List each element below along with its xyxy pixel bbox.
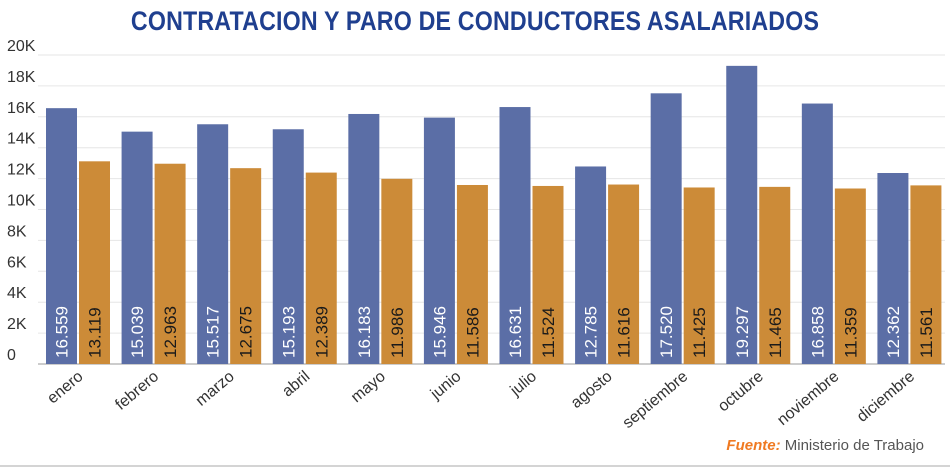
y-tick-label: 2K xyxy=(7,316,27,333)
bar-contratacion-diciembre xyxy=(877,173,909,364)
bar-contratacion-septiembre xyxy=(650,93,682,364)
x-tick-label: noviembre xyxy=(774,368,842,429)
bar-contratacion-abril xyxy=(272,129,304,364)
bar-paro-noviembre xyxy=(834,188,866,364)
bar-paro-marzo xyxy=(230,168,262,364)
x-tick-label: abril xyxy=(279,368,313,400)
bar-contratacion-mayo xyxy=(348,113,380,364)
y-axis-ticks: 0 2K 4K 6K 8K 10K 12K 14K 16K 18K 20K xyxy=(7,38,36,364)
x-tick-label: agosto xyxy=(568,368,616,412)
y-tick-label: 6K xyxy=(7,254,27,271)
bar-contratacion-agosto xyxy=(575,166,607,364)
data-label: 11.586 xyxy=(463,307,482,358)
data-label: 11.425 xyxy=(690,307,709,358)
y-tick-label: 20K xyxy=(7,38,36,55)
x-tick-label: enero xyxy=(44,368,86,407)
x-tick-label: junio xyxy=(427,368,465,403)
data-label: 16.858 xyxy=(808,306,827,358)
data-label: 16.559 xyxy=(53,306,72,358)
bar-paro-enero xyxy=(79,161,110,364)
bar-paro-septiembre xyxy=(683,187,715,364)
y-tick-label: 12K xyxy=(7,162,36,179)
x-tick-label: febrero xyxy=(112,368,162,414)
data-label: 19.297 xyxy=(733,306,752,358)
data-label: 12.785 xyxy=(582,306,601,358)
bar-paro-junio xyxy=(456,184,488,364)
source-label: Fuente: xyxy=(726,437,781,454)
y-tick-label: 8K xyxy=(7,223,27,240)
data-label: 11.524 xyxy=(539,307,558,358)
bar-contratacion-octubre xyxy=(726,65,758,364)
data-label: 11.465 xyxy=(766,307,785,358)
bar-contratacion-febrero xyxy=(121,131,153,364)
x-axis-ticks: enero febrero marzo abril mayo junio julio agos… xyxy=(44,368,918,432)
bottom-divider xyxy=(0,465,950,467)
bar-paro-abril xyxy=(305,172,337,364)
grid-lines xyxy=(38,54,945,365)
data-label: 12.362 xyxy=(884,306,903,358)
bar-contratacion-enero xyxy=(46,108,77,364)
bar-paro-octubre xyxy=(759,186,791,364)
x-tick-label: diciembre xyxy=(854,368,918,426)
bars xyxy=(46,65,942,365)
bar-paro-julio xyxy=(532,185,564,364)
x-tick-label: septiembre xyxy=(620,368,692,432)
bar-paro-mayo xyxy=(381,178,413,364)
source-text: Ministerio de Trabajo xyxy=(784,437,924,454)
data-label: 11.359 xyxy=(841,307,860,358)
data-label: 11.616 xyxy=(615,307,634,358)
data-label: 12.675 xyxy=(237,306,256,358)
x-tick-label: julio xyxy=(507,368,541,400)
x-tick-label: marzo xyxy=(193,368,238,410)
bar-contratacion-noviembre xyxy=(801,103,833,365)
data-label: 15.946 xyxy=(430,306,449,358)
data-labels: 16.559 13.119 15.039 12.963 15.517 12.675 15.1… xyxy=(53,306,936,358)
y-tick-label: 0 xyxy=(7,347,16,364)
bar-paro-agosto xyxy=(608,184,640,364)
data-label: 15.039 xyxy=(128,306,147,358)
data-label: 15.193 xyxy=(279,306,298,358)
y-tick-label: 4K xyxy=(7,285,27,302)
x-tick-label: octubre xyxy=(715,368,767,415)
data-label: 15.517 xyxy=(204,306,223,358)
chart-title: CONTRATACION Y PARO DE CONDUCTORES ASALA… xyxy=(130,6,820,36)
bar-contratacion-julio xyxy=(499,107,531,364)
y-tick-label: 16K xyxy=(7,100,36,117)
source-note: Fuente: Ministerio de Trabajo xyxy=(726,437,924,454)
y-tick-label: 10K xyxy=(7,193,36,210)
data-label: 13.119 xyxy=(86,307,105,358)
data-label: 12.963 xyxy=(161,306,180,358)
bar-contratacion-junio xyxy=(423,117,455,364)
data-label: 17.520 xyxy=(657,306,676,358)
data-label: 16.631 xyxy=(506,306,525,358)
bar-paro-diciembre xyxy=(910,185,942,364)
data-label: 11.986 xyxy=(388,307,407,358)
y-tick-label: 14K xyxy=(7,131,36,148)
data-label: 12.389 xyxy=(312,306,331,358)
bar-contratacion-marzo xyxy=(197,124,229,364)
data-label: 11.561 xyxy=(917,307,936,358)
bar-paro-febrero xyxy=(154,163,186,364)
x-tick-label: mayo xyxy=(348,368,389,406)
data-label: 16.183 xyxy=(355,306,374,358)
y-tick-label: 18K xyxy=(7,69,36,86)
